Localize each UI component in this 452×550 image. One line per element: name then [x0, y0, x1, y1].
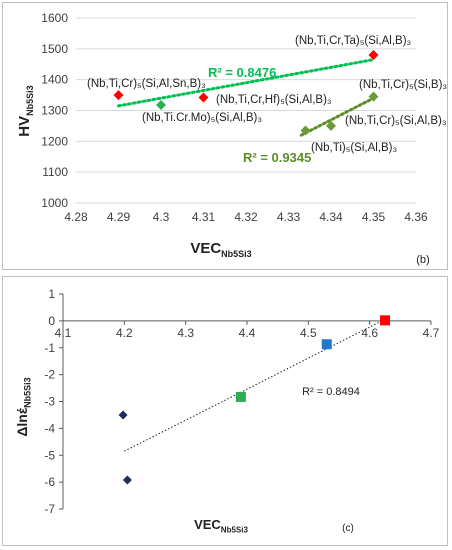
y-axis-label: HVNb5Si3: [16, 85, 35, 136]
r-squared-label: R² = 0.8476: [208, 65, 276, 80]
x-tick-label: 4.6: [361, 326, 378, 340]
y-tick-label: -4: [44, 421, 55, 435]
y-tick-label: 1500: [41, 42, 68, 56]
data-point: [326, 120, 336, 131]
y-tick-label: 1400: [41, 73, 68, 87]
x-tick-label: 4.3: [177, 326, 194, 340]
data-point-label: (Nb,Ti.Cr.Mo)₅(Si,Al,B)₃: [142, 112, 262, 124]
data-point: [156, 99, 166, 110]
x-tick-label: 4.5: [300, 326, 317, 340]
data-point: [122, 475, 132, 485]
chart-panel-c: 1 0 -1 -2 -3 -4 -5 -6 -7 4.1 4.2 4.3 4.4 4.5 4.6 4.7 VEC…: [2, 276, 448, 546]
strain-rate-vs-vec-chart: 1 0 -1 -2 -3 -4 -5 -6 -7 4.1 4.2 4.3 4.4 4.5 4.6 4.7 VEC…: [14, 287, 440, 534]
y-tick-label: -6: [44, 475, 55, 489]
x-tick-label: 4.2: [116, 326, 133, 340]
y-tick-label: -3: [44, 395, 55, 409]
y-tick-label: 1200: [41, 134, 68, 148]
data-point: [321, 339, 332, 350]
data-point-label: (Nb,Ti,Cr)₅(Si,Al,Sn,B)₃: [87, 78, 206, 90]
x-tick-label: 4.7: [423, 326, 440, 340]
y-tick-label: 1: [48, 287, 55, 301]
trendline: [124, 320, 383, 452]
data-point: [113, 90, 124, 101]
y-tick-label: -2: [44, 368, 55, 382]
x-tick-label: 4.32: [234, 210, 258, 224]
y-tick-label: -5: [44, 448, 55, 462]
x-tick-label: 4.4: [239, 326, 256, 340]
data-point: [198, 92, 209, 103]
chart-panel-b: 1000 1100 1200 1300 1400 1500 1600 4.28 4.29 4.3 4…: [2, 2, 448, 270]
data-point-label: (Nb,Ti,Cr)₅(Si,B)₃: [359, 79, 447, 91]
x-tick-label: 4.36: [404, 210, 428, 224]
data-point: [380, 315, 390, 326]
y-axis-label: ΔlnέNb5Si3: [14, 377, 33, 436]
panel-label: (c): [342, 523, 354, 534]
x-axis-label: VECNb5Si3: [190, 240, 251, 259]
data-point-label: (Nb,Ti,Cr,Ta)₅(Si,Al,B)₃: [295, 35, 412, 47]
x-axis-label: VECNb5Si3: [194, 517, 248, 534]
y-tick-label: 1100: [42, 165, 68, 179]
y-tick-label: 1600: [41, 11, 68, 25]
data-point: [368, 50, 379, 60]
x-tick-label: 4.28: [64, 210, 88, 224]
r-squared-label: R² = 0.9345: [243, 150, 311, 165]
data-point: [300, 125, 311, 136]
x-tick-label: 4.33: [277, 210, 301, 224]
panel-label: (b): [416, 254, 429, 266]
x-tick-label: 4.29: [107, 210, 131, 224]
data-point: [118, 410, 128, 420]
x-tick-label: 4.34: [319, 210, 343, 224]
trendline: [117, 58, 375, 108]
trendline: [299, 96, 375, 137]
y-tick-label: -1: [44, 341, 55, 355]
data-point-label: (Nb,Ti,Cr,Hf)₅(Si,Al,B)₃: [216, 94, 332, 106]
x-tick-label: 4.31: [192, 210, 216, 224]
data-point-label: (Nb,Ti,Cr)₅(Si,Al,B)₃: [345, 115, 447, 127]
x-tick-label: 4.1: [55, 326, 72, 340]
data-point: [235, 391, 246, 402]
data-point-label: (Nb,Ti)₅(Si,Al,B)₃: [311, 142, 398, 154]
x-tick-label: 4.3: [153, 210, 170, 224]
y-tick-label: 0: [48, 314, 55, 328]
y-tick-label: 1000: [41, 196, 68, 210]
y-tick-label: 1300: [41, 104, 68, 118]
y-tick-label: -7: [44, 502, 55, 516]
x-tick-label: 4.35: [362, 210, 386, 224]
r-squared-label: R² = 0.8494: [302, 386, 360, 398]
data-point: [368, 91, 379, 102]
